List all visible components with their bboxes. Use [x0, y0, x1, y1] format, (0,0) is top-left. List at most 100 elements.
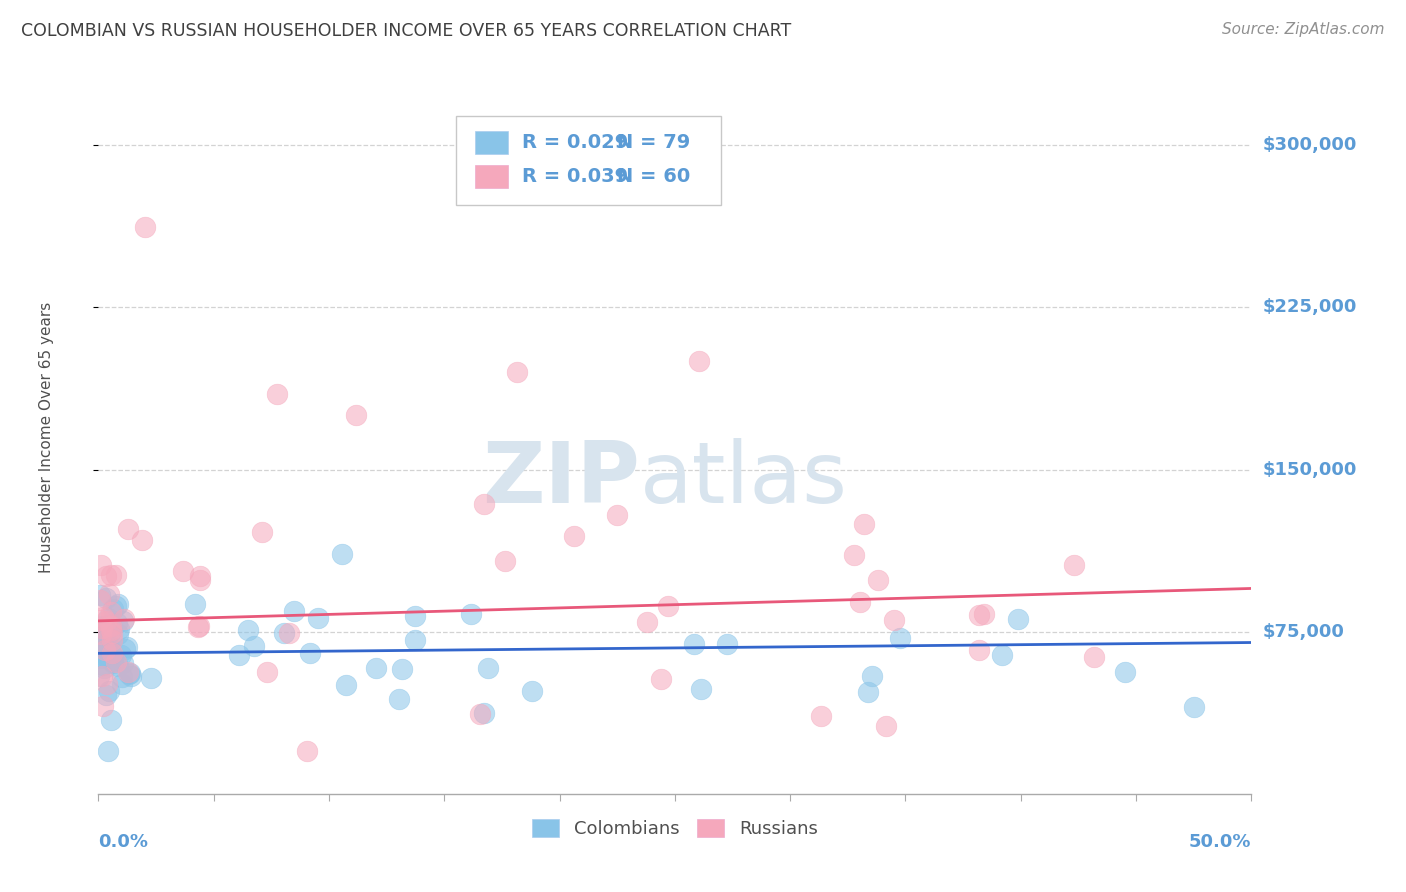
Point — [131, 533, 153, 548]
FancyBboxPatch shape — [475, 165, 508, 188]
Point — [89, 628, 111, 642]
Text: $225,000: $225,000 — [1263, 298, 1357, 317]
Point — [391, 661, 413, 675]
Point — [470, 706, 492, 721]
Point — [344, 409, 367, 423]
Point — [117, 640, 139, 655]
Point — [562, 529, 585, 543]
Point — [278, 626, 301, 640]
Point — [112, 612, 135, 626]
Point — [472, 706, 495, 720]
Point — [96, 618, 118, 632]
Point — [117, 665, 139, 679]
Text: ZIP: ZIP — [482, 438, 640, 522]
Text: atlas: atlas — [640, 438, 848, 522]
Point — [110, 648, 132, 663]
Point — [256, 665, 278, 679]
Text: N = 60: N = 60 — [617, 167, 690, 186]
Point — [716, 637, 738, 651]
FancyBboxPatch shape — [475, 131, 508, 153]
Point — [90, 621, 112, 635]
Point — [335, 678, 357, 692]
Point — [108, 622, 131, 636]
Point — [120, 669, 142, 683]
Point — [93, 649, 115, 664]
Point — [97, 684, 120, 698]
Point — [89, 669, 111, 683]
Point — [477, 661, 499, 675]
Text: Source: ZipAtlas.com: Source: ZipAtlas.com — [1222, 22, 1385, 37]
Point — [100, 617, 122, 632]
Point — [404, 632, 426, 647]
Point — [91, 610, 114, 624]
Point — [810, 708, 832, 723]
Point — [494, 554, 516, 568]
Point — [89, 651, 111, 665]
Point — [97, 587, 120, 601]
Point — [472, 497, 495, 511]
Point — [100, 605, 122, 619]
Point — [91, 669, 114, 683]
Point — [889, 631, 911, 645]
Point — [184, 598, 207, 612]
Point — [689, 682, 711, 697]
Point — [101, 626, 124, 640]
Point — [298, 646, 321, 660]
Point — [404, 609, 426, 624]
Point — [94, 689, 117, 703]
Point — [101, 602, 124, 616]
Point — [688, 354, 710, 368]
Point — [97, 650, 120, 665]
Point — [141, 671, 163, 685]
Point — [242, 640, 264, 654]
Point — [100, 632, 122, 647]
Point — [93, 646, 115, 660]
Point — [90, 619, 112, 633]
Text: $75,000: $75,000 — [1263, 623, 1344, 640]
Point — [89, 642, 111, 657]
Point — [107, 627, 129, 641]
Point — [1182, 700, 1205, 714]
Text: 0.0%: 0.0% — [98, 833, 149, 851]
Text: 50.0%: 50.0% — [1189, 833, 1251, 851]
Point — [187, 620, 209, 634]
Point — [100, 619, 122, 633]
Point — [111, 670, 134, 684]
Point — [875, 719, 897, 733]
Text: $150,000: $150,000 — [1263, 460, 1357, 478]
Point — [868, 574, 890, 588]
Point — [117, 522, 139, 536]
Point — [114, 641, 136, 656]
Point — [105, 567, 128, 582]
Point — [1114, 665, 1136, 680]
Point — [188, 573, 211, 587]
Point — [883, 613, 905, 627]
Point — [89, 613, 111, 627]
Point — [97, 639, 120, 653]
Point — [107, 658, 129, 673]
Point — [90, 558, 112, 573]
Point — [107, 597, 129, 611]
Point — [96, 650, 118, 665]
Point — [852, 517, 875, 532]
Point — [96, 591, 118, 606]
Point — [187, 618, 209, 632]
Point — [101, 656, 124, 670]
Point — [90, 627, 112, 641]
Point — [111, 614, 134, 628]
Point — [1007, 612, 1029, 626]
Point — [236, 623, 259, 637]
Point — [330, 547, 353, 561]
Point — [366, 660, 388, 674]
Point — [94, 639, 117, 653]
Point — [388, 691, 411, 706]
Point — [100, 568, 122, 582]
Point — [97, 611, 120, 625]
Point — [91, 658, 114, 673]
Text: $300,000: $300,000 — [1263, 136, 1357, 154]
Point — [105, 599, 128, 613]
Point — [848, 595, 870, 609]
Point — [606, 508, 628, 523]
Point — [103, 650, 125, 665]
Text: N = 79: N = 79 — [617, 133, 690, 152]
